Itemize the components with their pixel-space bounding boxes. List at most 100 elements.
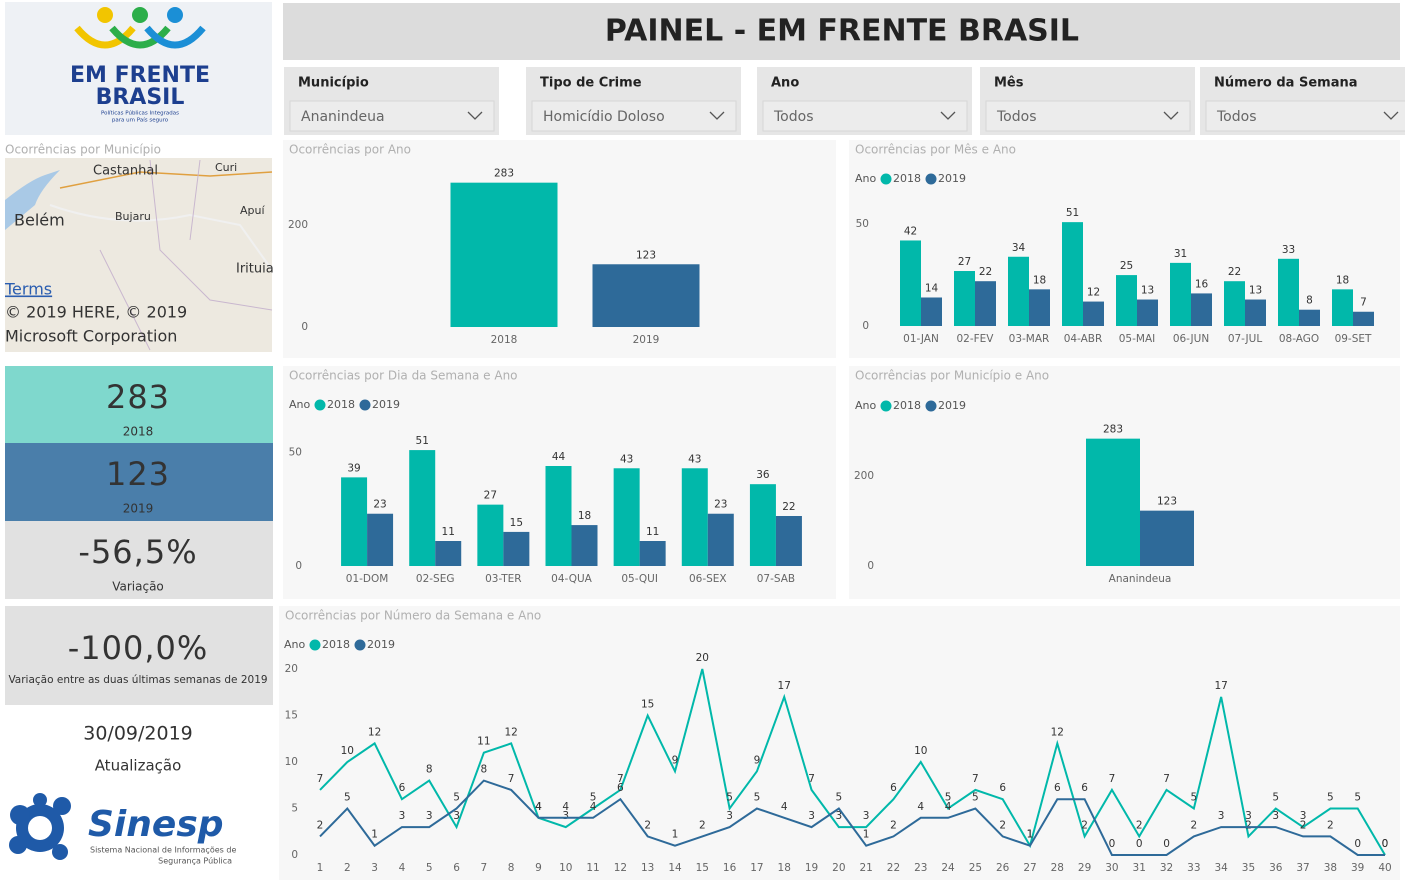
data-label: 27 [484,490,497,502]
data-label: 18 [1336,274,1349,286]
x-tick-label: 15 [696,862,709,874]
x-tick-label: 01-JAN [903,333,939,345]
bar [1299,310,1320,326]
x-tick-label: 3 [371,862,378,874]
x-tick-label: 9 [535,862,542,874]
x-tick-label: 8 [508,862,515,874]
data-label: 44 [552,451,566,463]
data-label: 2 [317,819,324,831]
data-label: 4 [917,801,924,813]
legend-marker [881,401,892,412]
data-label: 2 [999,819,1006,831]
x-tick-label: 28 [1051,862,1064,874]
sinesp-mark [9,836,27,854]
data-label: 7 [317,773,324,785]
data-label: 6 [890,782,897,794]
x-tick-label: 31 [1133,862,1146,874]
data-label: 2 [1081,819,1088,831]
legend-marker [315,400,326,411]
bar [572,525,598,566]
bar [750,484,776,566]
bar [1191,293,1212,326]
bar [1245,300,1266,326]
map-copyright: © 2019 HERE, © 2019 [5,303,187,322]
bar [1353,312,1374,326]
bar [435,541,461,566]
data-label: 6 [1054,782,1061,794]
x-tick-label: 08-AGO [1279,333,1319,345]
map-place: Castanhal [93,164,158,179]
data-label: 10 [341,745,354,757]
data-label: 10 [914,745,927,757]
kpi-label: Variação [112,580,164,594]
bar [614,468,640,566]
data-label: 8 [481,764,488,776]
data-label: 12 [504,726,517,738]
sinesp-subtitle: Sistema Nacional de Informações de [90,846,236,855]
data-label: 1 [672,829,679,841]
data-label: 0 [1136,838,1143,850]
data-label: 16 [1195,278,1209,290]
filter-value: Todos [1216,109,1256,125]
data-label: 34 [1012,242,1026,254]
x-tick-label: 07-SAB [757,573,795,585]
legend-title: Ano [855,399,876,412]
bar [1029,289,1050,326]
data-label: 3 [1245,810,1252,822]
data-label: 4 [535,801,542,813]
legend-label: 2018 [893,399,921,412]
legend-marker [355,640,366,651]
legend-label: 2018 [327,398,355,411]
data-label: 5 [1272,792,1279,804]
x-tick-label: 29 [1078,862,1091,874]
x-tick-label: 22 [887,862,900,874]
data-label: 4 [945,801,952,813]
filter-label: Mês [994,76,1024,91]
map-terms[interactable]: Terms [4,280,52,299]
x-tick-label: 4 [399,862,406,874]
x-tick-label: 23 [914,862,927,874]
data-label: 7 [1360,297,1367,309]
data-label: 2 [1191,819,1198,831]
bar [1224,281,1245,326]
data-label: 5 [754,792,761,804]
x-tick-label: 35 [1242,862,1255,874]
logo-subtext: para um País seguro [112,117,169,124]
legend-marker [926,401,937,412]
data-label: 0 [1163,838,1170,850]
x-tick-label: 12 [614,862,627,874]
data-label: 7 [508,773,515,785]
kpi-value: 283 [106,378,170,416]
data-label: 3 [726,810,733,822]
data-label: 6 [399,782,406,794]
bar [1083,302,1104,326]
data-label: 25 [1120,260,1133,272]
chart-title: Ocorrências por Dia da Semana e Ano [289,369,518,383]
data-label: 1 [371,829,378,841]
bar [776,516,802,566]
data-label: 2 [1300,819,1307,831]
data-label: 5 [344,792,351,804]
kpi-label: 2019 [123,502,154,516]
data-label: 5 [453,792,460,804]
sinesp-mark [28,816,52,840]
x-tick-label: 11 [586,862,599,874]
data-label: 11 [477,736,490,748]
kpi-value: -100,0% [68,629,209,667]
x-tick-label: 06-JUN [1173,333,1209,345]
data-label: 5 [726,792,733,804]
bar [1086,439,1140,566]
bar [1062,222,1083,326]
data-label: 3 [1272,810,1279,822]
chart-panel [283,140,836,358]
data-label: 13 [1141,285,1154,297]
x-tick-label: 2019 [633,334,660,346]
data-label: 13 [1249,285,1262,297]
data-label: 31 [1174,248,1187,260]
map-title: Ocorrências por Município [5,143,161,157]
y-tick-label: 200 [288,219,308,231]
data-label: 2 [699,819,706,831]
x-tick-label: 02-FEV [956,333,994,345]
chart-title: Ocorrências por Ano [289,143,411,157]
chart-title: Ocorrências por Mês e Ano [855,143,1016,157]
